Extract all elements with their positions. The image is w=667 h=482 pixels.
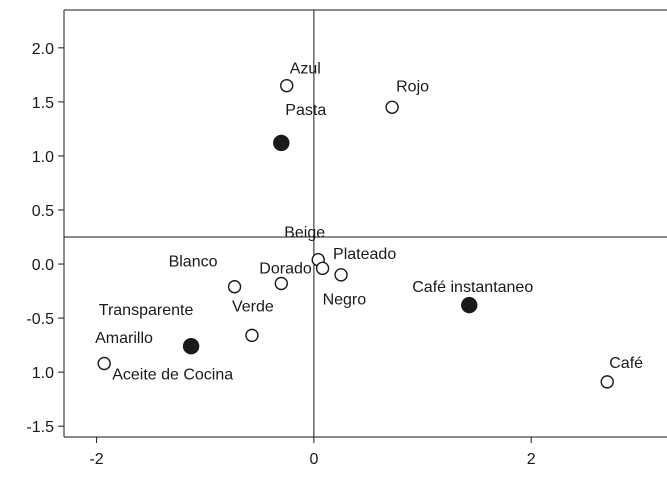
point-label: Negro xyxy=(323,291,367,308)
y-tick-label: 1.0 xyxy=(32,365,54,382)
hollow-point xyxy=(600,375,614,389)
x-tick-label: -2 xyxy=(89,451,103,468)
hollow-point xyxy=(280,78,294,93)
point-label: Azul xyxy=(290,61,321,78)
y-tick-label: 0.0 xyxy=(32,257,54,274)
point-label: Plateado xyxy=(333,246,396,263)
hollow-point xyxy=(315,261,330,276)
point-label: Café instantaneo xyxy=(412,279,533,296)
y-tick-label: -0.5 xyxy=(26,311,54,328)
hollow-point xyxy=(334,268,348,282)
point-label: Café xyxy=(609,355,643,372)
filled-point xyxy=(461,296,478,314)
x-tick-label: 0 xyxy=(309,451,318,468)
point-label: Pasta xyxy=(285,102,326,119)
ticks-group: -2 0 2 2.0 1.5 1.0 0.5 0.0 -0.5 1.0 -1.5 xyxy=(26,41,535,468)
y-tick-label: -1.5 xyxy=(26,419,54,436)
point-label: Aceite de Cocina xyxy=(112,366,233,383)
point-label: Dorado xyxy=(259,260,312,277)
reference-lines-group xyxy=(64,10,667,437)
y-tick-label: 0.5 xyxy=(32,203,54,220)
point-label: Blanco xyxy=(169,254,218,271)
point-label: Verde xyxy=(232,298,274,315)
point-labels-group: Azul Rojo Beige Plateado Negro Dorado Blanco Ve… xyxy=(95,61,643,384)
filled-point xyxy=(182,337,200,355)
points-group xyxy=(97,78,614,389)
point-label: Beige xyxy=(284,225,325,242)
filled-point xyxy=(273,134,290,152)
x-tick-label: 2 xyxy=(527,451,536,468)
axes-group xyxy=(63,9,667,438)
y-tick-label: 1.0 xyxy=(32,149,54,166)
y-tick-label: 1.5 xyxy=(32,95,54,112)
hollow-point xyxy=(97,356,111,371)
hollow-point xyxy=(274,276,288,291)
hollow-point xyxy=(385,100,399,114)
y-tick-label: 2.0 xyxy=(32,41,54,58)
hollow-point xyxy=(227,280,242,294)
hollow-point xyxy=(245,328,259,343)
point-label: Rojo xyxy=(396,78,429,95)
point-label: Amarillo xyxy=(95,330,153,347)
annotation-label: Transparente xyxy=(99,302,194,319)
